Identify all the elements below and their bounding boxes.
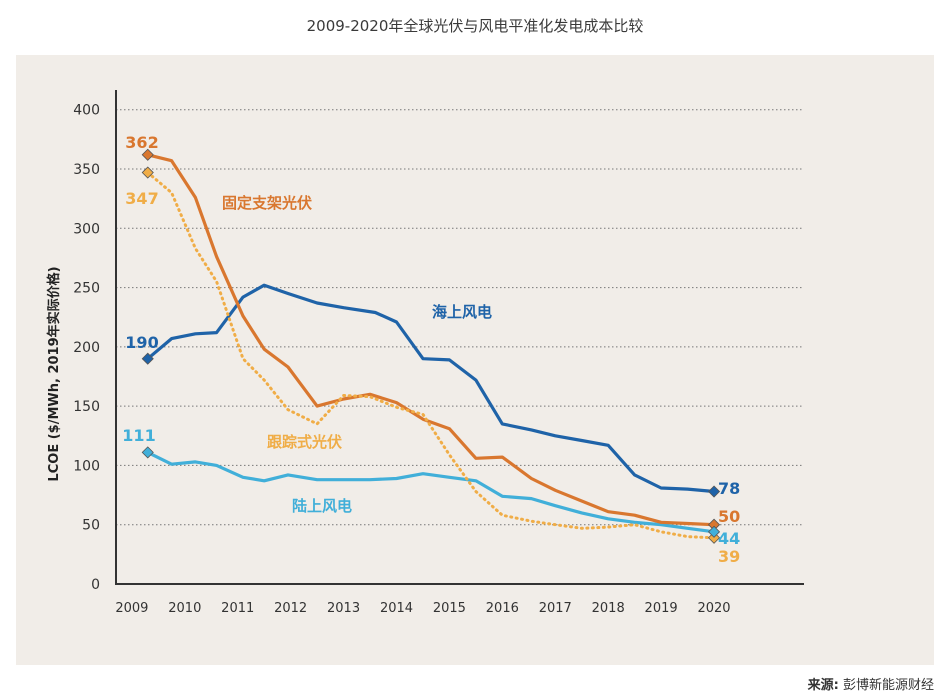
start-value-label-offshore: 190: [125, 333, 158, 352]
end-value-label-onshore: 44: [718, 529, 740, 548]
x-tick-label: 2017: [539, 601, 572, 616]
x-tick-label: 2016: [486, 601, 519, 616]
x-tick-label: 2019: [645, 601, 678, 616]
y-tick-label: 400: [73, 103, 100, 119]
y-tick-label: 150: [73, 399, 100, 415]
y-tick-label: 300: [73, 221, 100, 237]
y-axis-title: LCOE ($/MWh, 2019年实际价格): [46, 266, 62, 481]
start-marker-tracking: [141, 166, 154, 179]
x-tick-label: 2009: [115, 601, 148, 616]
x-tick-label: 2014: [380, 601, 413, 616]
start-value-label-onshore: 111: [122, 426, 155, 445]
start-marker-offshore: [141, 352, 154, 365]
y-tick-label: 200: [73, 340, 100, 356]
series-name-label-tracking: 跟踪式光伏: [267, 433, 342, 451]
x-tick-label: 2012: [274, 601, 307, 616]
x-tick-label: 2011: [221, 601, 254, 616]
y-tick-label: 100: [73, 458, 100, 474]
start-value-label-fixed: 362: [125, 133, 158, 152]
end-value-label-tracking: 39: [718, 547, 740, 566]
x-tick-label: 2018: [592, 601, 625, 616]
chart-panel: [16, 55, 934, 665]
end-marker-onshore: [707, 525, 721, 538]
source-label: 来源:: [807, 678, 839, 693]
end-marker-offshore: [707, 485, 721, 498]
y-tick-label: 350: [73, 162, 100, 178]
x-tick-label: 2020: [697, 601, 730, 616]
source-note: 来源: 彭博新能源财经: [808, 674, 934, 693]
end-value-label-fixed: 50: [718, 507, 740, 526]
start-marker-fixed: [141, 148, 154, 161]
chart-title: 2009-2020年全球光伏与风电平准化发电成本比较: [306, 17, 644, 35]
source-text: 彭博新能源财经: [842, 678, 934, 693]
series-line-tracking: [146, 171, 716, 540]
series-line-offshore: [146, 283, 716, 494]
series-line-onshore: [146, 450, 716, 534]
start-value-label-tracking: 347: [125, 189, 158, 208]
series-name-label-fixed: 固定支架光伏: [222, 194, 312, 212]
end-value-label-offshore: 78: [718, 479, 740, 498]
series-name-label-onshore: 陆上风电: [292, 497, 352, 515]
y-tick-label: 50: [82, 518, 100, 534]
y-tick-label: 250: [73, 281, 100, 297]
start-marker-onshore: [141, 446, 154, 459]
x-tick-label: 2010: [168, 601, 201, 616]
series-line-fixed: [146, 153, 716, 527]
y-tick-label: 0: [91, 577, 100, 593]
series-name-label-offshore: 海上风电: [432, 303, 492, 321]
x-tick-label: 2013: [327, 601, 360, 616]
x-tick-label: 2015: [433, 601, 466, 616]
